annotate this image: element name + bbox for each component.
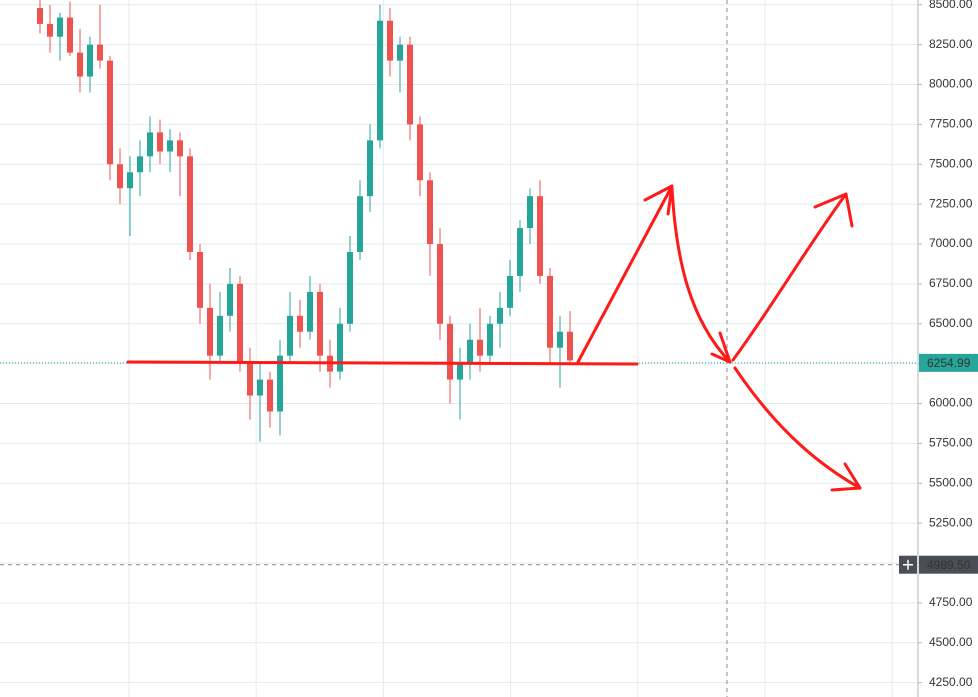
- candle-body: [477, 339, 483, 356]
- candle-body: [137, 156, 143, 173]
- candle-body: [437, 244, 443, 324]
- candle-body: [207, 307, 213, 356]
- candle-body: [257, 379, 263, 396]
- candle-body: [457, 363, 463, 380]
- last-price-label: 6254.99: [927, 356, 971, 370]
- candle-body: [267, 379, 273, 412]
- candle-body: [167, 140, 173, 152]
- candle-body: [337, 323, 343, 372]
- y-tick-label: 6000.00: [929, 396, 973, 410]
- candles: [37, 0, 573, 442]
- candle-body: [367, 140, 373, 197]
- y-tick-label: 8000.00: [929, 77, 973, 91]
- candle-body: [247, 363, 253, 396]
- candle-body: [487, 323, 493, 356]
- y-tick-label: 8500.00: [929, 0, 973, 11]
- candle-body: [37, 7, 43, 24]
- candle-body: [397, 44, 403, 61]
- candle-body: [317, 291, 323, 356]
- candle-body: [127, 172, 133, 189]
- candle-body: [547, 275, 553, 348]
- last-price-tag: [919, 353, 978, 372]
- price-axis: [918, 0, 978, 697]
- candle-body: [147, 132, 153, 157]
- candle-body: [447, 323, 453, 380]
- candle-body: [77, 52, 83, 77]
- axis-labels: 4250.004500.004750.005000.005250.005500.…: [918, 0, 973, 689]
- candle-body: [57, 17, 63, 37]
- candle-body: [277, 355, 283, 412]
- candle-body: [87, 44, 93, 77]
- candle-body: [377, 20, 383, 141]
- candle-body: [97, 44, 103, 61]
- candle-body: [407, 44, 413, 125]
- y-tick-label: 5500.00: [929, 475, 973, 489]
- y-tick-label: 7000.00: [929, 236, 973, 250]
- arrow-up-2: [731, 192, 854, 362]
- y-tick-label: 8250.00: [929, 37, 973, 51]
- y-tick-label: 5250.00: [929, 515, 973, 529]
- arrow-up-1: [576, 184, 674, 364]
- crosshair-plus-icon: [903, 559, 913, 570]
- y-tick-label: 4500.00: [929, 635, 973, 649]
- grid: [0, 0, 918, 697]
- y-tick-label: 4750.00: [929, 595, 973, 609]
- candle-body: [347, 252, 353, 324]
- candle-body: [307, 291, 313, 332]
- candle-body: [287, 315, 293, 356]
- candle-body: [357, 196, 363, 253]
- candle-body: [567, 331, 573, 361]
- candle-body: [387, 20, 393, 61]
- candle-body: [187, 156, 193, 253]
- candle-body: [497, 307, 503, 324]
- y-tick-label: 6750.00: [929, 276, 973, 290]
- candle-body: [537, 196, 543, 276]
- crosshair-label: 4989.50: [927, 558, 971, 572]
- y-tick-label: 7250.00: [929, 196, 973, 210]
- candle-body: [217, 315, 223, 356]
- candle-body: [47, 23, 53, 37]
- candle-body: [467, 339, 473, 364]
- crosshair-tag: [919, 555, 978, 574]
- candle-body: [297, 315, 303, 332]
- candle-body: [117, 164, 123, 189]
- y-tick-label: 7500.00: [929, 156, 973, 170]
- candle-body: [237, 283, 243, 364]
- candle-body: [417, 124, 423, 181]
- price-tags: 6254.99 4989.50: [899, 353, 978, 574]
- candle-body: [507, 275, 513, 308]
- candle-body: [227, 283, 233, 316]
- candle-body: [427, 180, 433, 245]
- candle-body: [157, 132, 163, 152]
- candle-body: [177, 140, 183, 157]
- y-tick-label: 6500.00: [929, 316, 973, 330]
- candle-body: [67, 17, 73, 53]
- annotations: [126, 184, 862, 492]
- arrow-down-1: [670, 186, 732, 364]
- y-tick-label: 7750.00: [929, 117, 973, 131]
- candle-body: [197, 252, 203, 308]
- arrow-down-2: [733, 366, 862, 492]
- candle-body: [517, 228, 523, 276]
- support-line: [126, 360, 639, 366]
- candle-body: [107, 60, 113, 165]
- y-tick-label: 5750.00: [929, 436, 973, 450]
- candle-body: [527, 196, 533, 229]
- y-tick-label: 4250.00: [929, 675, 973, 689]
- candle-body: [557, 331, 563, 348]
